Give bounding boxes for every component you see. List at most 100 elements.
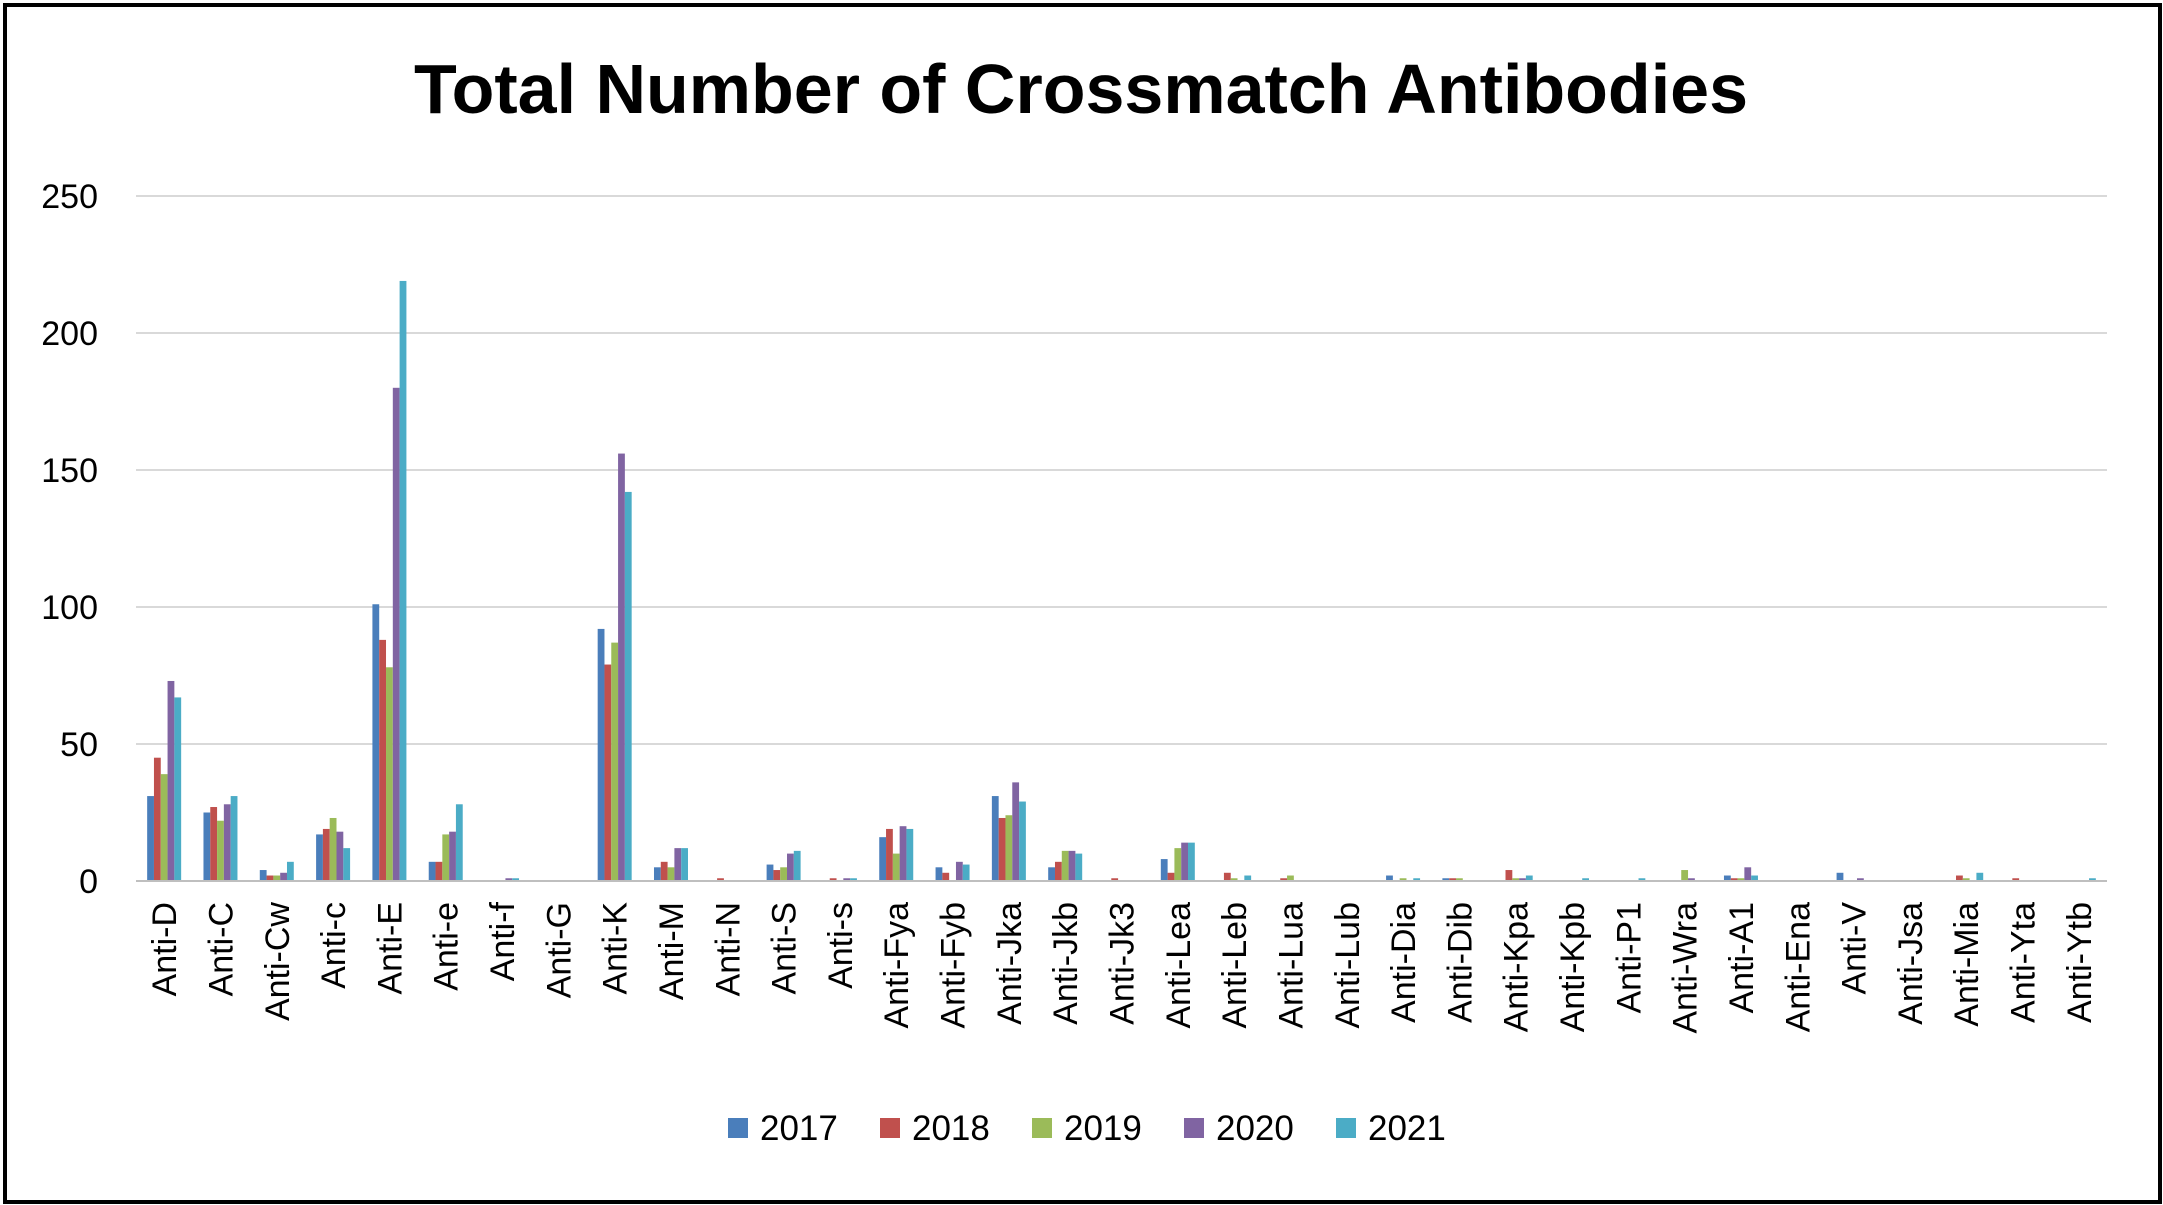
bar-2019-Anti-Fya bbox=[892, 853, 900, 881]
y-tick-label: 50 bbox=[60, 726, 98, 764]
bar-2019-Anti-Lea bbox=[1174, 848, 1182, 881]
x-tick-label: Anti-Leb bbox=[1216, 902, 1254, 1029]
x-tick-label: Anti-Mia bbox=[1948, 902, 1986, 1027]
bar-2019-Anti-Wra bbox=[1681, 870, 1689, 881]
x-tick-label: Anti-C bbox=[203, 902, 241, 996]
bar-2017-Anti-Dia bbox=[1386, 875, 1393, 881]
bar-2020-Anti-Kpa bbox=[1519, 878, 1526, 881]
bar-2018-Anti-C bbox=[210, 807, 218, 881]
y-tick-label: 0 bbox=[79, 863, 98, 901]
bar-2019-Anti-S bbox=[780, 867, 788, 881]
x-tick-label: Anti-D bbox=[146, 902, 184, 996]
bar-2018-Anti-Cw bbox=[266, 875, 274, 881]
bar-2017-Anti-C bbox=[203, 812, 211, 881]
y-tick-label: 100 bbox=[41, 589, 98, 627]
bar-2019-Anti-Jkb bbox=[1061, 850, 1069, 881]
bar-2018-Anti-A1 bbox=[1730, 878, 1738, 881]
x-tick-label: Anti-Fya bbox=[878, 902, 916, 1029]
bar-2017-Anti-Fyb bbox=[935, 867, 943, 881]
bar-2019-Anti-Dib bbox=[1455, 878, 1463, 881]
x-tick-label: Anti-f bbox=[484, 901, 522, 981]
x-tick-label: Anti-G bbox=[540, 902, 578, 998]
bar-2021-Anti-f bbox=[512, 878, 520, 881]
legend-label-2018: 2018 bbox=[912, 1109, 990, 1148]
bar-2019-Anti-Lua bbox=[1287, 875, 1294, 881]
bar-2020-Anti-Wra bbox=[1688, 878, 1695, 881]
bar-2018-Anti-Dib bbox=[1449, 878, 1456, 881]
x-tick-label: Anti-A1 bbox=[1723, 902, 1761, 1014]
x-tick-label: Anti-S bbox=[766, 902, 804, 995]
chart-frame bbox=[3, 3, 2162, 1204]
legend-swatch-2021 bbox=[1336, 1118, 1356, 1138]
x-tick-label: Anti-K bbox=[597, 902, 635, 995]
bar-2021-Anti-M bbox=[681, 848, 688, 881]
bar-2020-Anti-V bbox=[1856, 878, 1864, 881]
y-tick-label: 150 bbox=[41, 452, 98, 490]
bar-2021-Anti-e bbox=[455, 804, 463, 881]
bar-2021-Anti-C bbox=[230, 796, 238, 881]
bar-2018-Anti-c bbox=[322, 828, 330, 881]
bar-2021-Anti-K bbox=[624, 491, 632, 881]
bar-2020-Anti-M bbox=[674, 848, 682, 881]
bar-2019-Anti-C bbox=[217, 820, 224, 881]
bar-2021-Anti-Kpa bbox=[1525, 875, 1533, 881]
bar-2018-Anti-Jkb bbox=[1054, 861, 1062, 881]
legend-swatch-2019 bbox=[1032, 1118, 1052, 1138]
bar-2020-Anti-s bbox=[843, 878, 851, 881]
x-tick-label: Anti-Fyb bbox=[935, 902, 973, 1029]
bar-2021-Anti-Fyb bbox=[962, 864, 970, 881]
legend-label-2019: 2019 bbox=[1064, 1109, 1142, 1148]
bar-2017-Anti-Jka bbox=[991, 796, 999, 881]
bar-2017-Anti-c bbox=[316, 834, 323, 881]
bar-2020-Anti-Cw bbox=[280, 872, 287, 881]
legend: 2017 2018 2019 2020 2021 bbox=[728, 1109, 1446, 1148]
x-tick-label: Anti-E bbox=[371, 902, 409, 995]
bar-2020-Anti-C bbox=[223, 804, 231, 881]
bar-2020-Anti-Fyb bbox=[955, 861, 963, 881]
x-tick-label: Anti-c bbox=[315, 902, 353, 989]
x-tick-label: Anti-Cw bbox=[259, 902, 297, 1021]
bar-2019-Anti-M bbox=[667, 867, 675, 881]
bar-2021-Anti-Kpb bbox=[1582, 878, 1590, 881]
bar-2021-Anti-Jka bbox=[1019, 801, 1026, 881]
bar-2021-Anti-D bbox=[174, 697, 182, 881]
x-tick-label: Anti-Dia bbox=[1385, 902, 1423, 1023]
bar-2017-Anti-Fya bbox=[879, 837, 887, 881]
bar-2019-Anti-c bbox=[329, 817, 337, 881]
x-tick-label: Anti-V bbox=[1836, 902, 1874, 995]
bar-2019-Anti-Kpa bbox=[1512, 878, 1520, 881]
bar-2018-Anti-Kpa bbox=[1505, 870, 1513, 881]
x-tick-label: Anti-Lea bbox=[1160, 902, 1198, 1029]
bar-2019-Anti-Jka bbox=[1005, 815, 1013, 881]
x-tick-label: Anti-Ytb bbox=[2061, 902, 2099, 1023]
x-tick-label: Anti-N bbox=[709, 902, 747, 996]
bar-2020-Anti-E bbox=[392, 387, 400, 881]
bar-2019-Anti-D bbox=[160, 774, 168, 881]
bar-2017-Anti-S bbox=[766, 864, 774, 881]
bar-2017-Anti-Jkb bbox=[1048, 867, 1055, 881]
y-tick-label: 200 bbox=[41, 315, 98, 353]
x-tick-label: Anti-e bbox=[428, 902, 466, 991]
x-tick-label: Anti-Jka bbox=[991, 902, 1029, 1025]
bar-2019-Anti-E bbox=[386, 667, 393, 881]
x-tick-label: Anti-Jk3 bbox=[1104, 902, 1142, 1025]
x-tick-label: Anti-s bbox=[822, 902, 860, 989]
bar-2018-Anti-M bbox=[660, 861, 668, 881]
bar-2017-Anti-M bbox=[653, 867, 661, 881]
bar-2020-Anti-f bbox=[505, 878, 513, 881]
x-tick-label: Anti-Kpb bbox=[1554, 902, 1592, 1032]
bar-2021-Anti-S bbox=[793, 850, 801, 881]
legend-label-2020: 2020 bbox=[1216, 1109, 1294, 1148]
bar-2021-Anti-E bbox=[399, 280, 407, 881]
bar-2021-Anti-Lea bbox=[1188, 842, 1195, 881]
x-tick-label: Anti-Wra bbox=[1667, 902, 1705, 1034]
bar-2018-Anti-K bbox=[604, 664, 612, 881]
x-tick-label: Anti-Lub bbox=[1329, 902, 1367, 1029]
bar-2017-Anti-Cw bbox=[259, 870, 267, 881]
bar-2021-Anti-Jkb bbox=[1075, 853, 1083, 881]
x-tick-label: Anti-Jkb bbox=[1047, 902, 1085, 1025]
bar-2021-Anti-Ytb bbox=[2089, 878, 2096, 881]
bar-2018-Anti-Yta bbox=[2012, 878, 2020, 881]
chart-title: Total Number of Crossmatch Antibodies bbox=[414, 50, 1748, 128]
